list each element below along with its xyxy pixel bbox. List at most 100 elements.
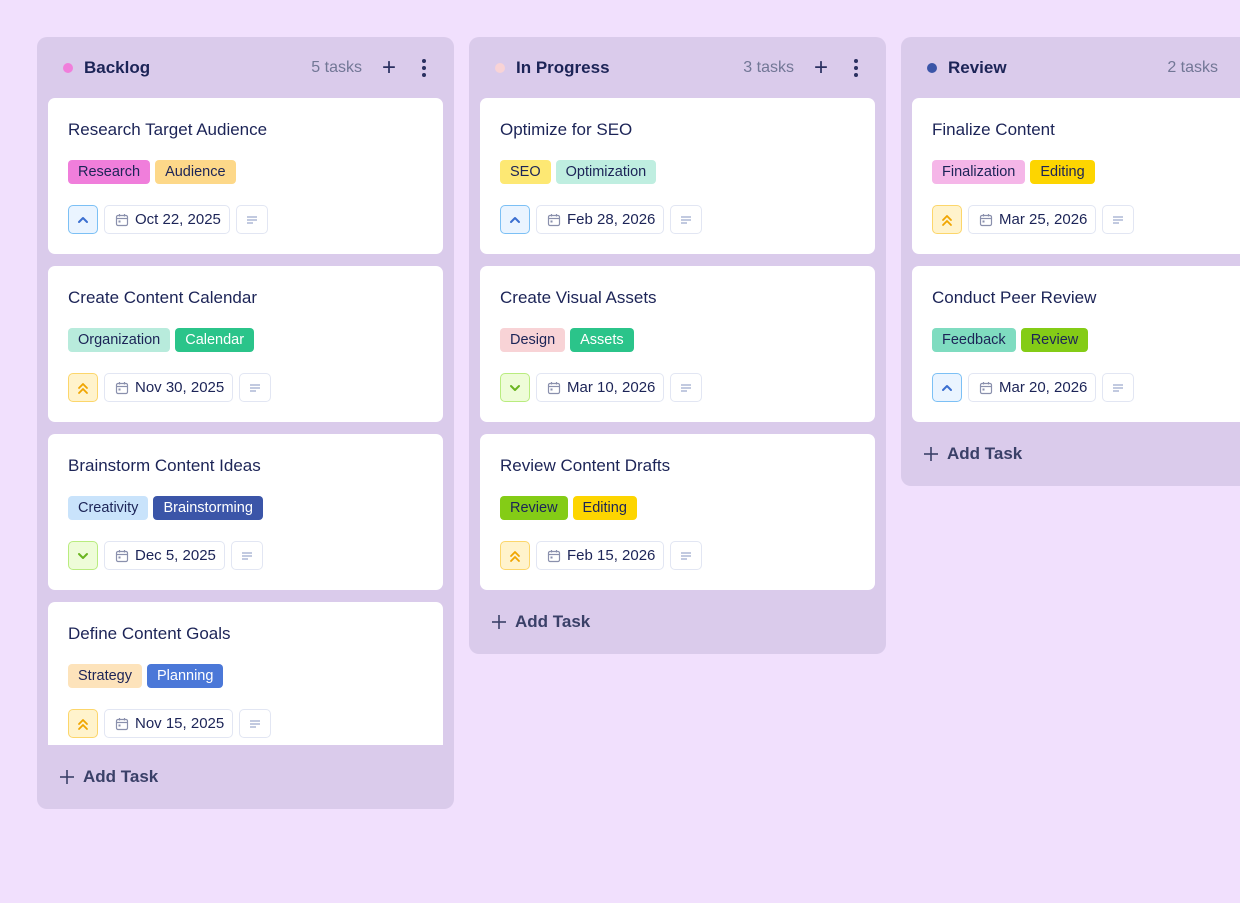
text-lines-icon xyxy=(681,215,692,224)
tag-list: Feedback Review xyxy=(932,328,1220,352)
add-task-button[interactable]: Add Task xyxy=(901,422,1240,486)
priority-button[interactable] xyxy=(932,373,962,402)
calendar-icon xyxy=(115,717,129,730)
task-title: Finalize Content xyxy=(932,120,1055,139)
tag-list: SEO Optimization xyxy=(500,160,855,184)
tag: Calendar xyxy=(175,328,255,352)
more-options-icon[interactable] xyxy=(852,58,860,77)
description-button[interactable] xyxy=(239,709,272,738)
text-lines-icon xyxy=(681,551,692,560)
card-footer: Mar 20, 2026 xyxy=(932,373,1220,402)
add-task-icon[interactable]: + xyxy=(381,53,396,81)
task-card[interactable]: Conduct Peer Review Feedback Review Mar 2… xyxy=(912,266,1240,422)
double-chevron-up-icon xyxy=(78,382,88,394)
card-footer: Dec 5, 2025 xyxy=(68,541,423,570)
text-lines-icon xyxy=(1113,383,1124,392)
text-lines-icon xyxy=(246,215,257,224)
task-card[interactable]: Define Content Goals Strategy Planning No… xyxy=(48,602,443,745)
priority-button[interactable] xyxy=(68,541,98,570)
task-card[interactable]: Review Content Drafts Review Editing Feb … xyxy=(480,434,875,590)
task-list[interactable]: Finalize Content Finalization Editing Mar… xyxy=(901,98,1240,422)
tag: Planning xyxy=(147,664,224,688)
chevron-down-icon xyxy=(78,552,88,559)
tag: Finalization xyxy=(932,160,1026,184)
text-lines-icon xyxy=(250,719,261,728)
priority-button[interactable] xyxy=(68,373,98,402)
description-button[interactable] xyxy=(230,541,263,570)
due-date-button[interactable]: Nov 30, 2025 xyxy=(104,373,234,402)
chevron-up-icon xyxy=(942,384,952,391)
task-title: Conduct Peer Review xyxy=(932,288,1097,307)
tag: Organization xyxy=(68,328,171,352)
task-title: Optimize for SEO xyxy=(500,120,633,139)
priority-button[interactable] xyxy=(500,373,530,402)
text-lines-icon xyxy=(1113,215,1124,224)
due-date-button[interactable]: Nov 15, 2025 xyxy=(104,709,234,738)
column-title: Review xyxy=(948,57,1007,77)
description-button[interactable] xyxy=(670,373,703,402)
tag-list: Design Assets xyxy=(500,328,855,352)
calendar-icon xyxy=(115,549,129,562)
more-options-icon[interactable] xyxy=(420,58,428,77)
tag-list: Research Audience xyxy=(68,160,423,184)
column-header: Backlog 5 tasks + xyxy=(37,37,454,98)
due-date-button[interactable]: Oct 22, 2025 xyxy=(104,205,230,234)
task-title: Define Content Goals xyxy=(68,624,231,643)
task-card[interactable]: Create Content Calendar Organization Cale… xyxy=(48,266,443,422)
due-date: Dec 5, 2025 xyxy=(135,547,216,564)
due-date: Feb 28, 2026 xyxy=(567,211,656,228)
card-footer: Feb 15, 2026 xyxy=(500,541,855,570)
calendar-icon xyxy=(547,213,561,226)
priority-button[interactable] xyxy=(68,205,98,234)
priority-button[interactable] xyxy=(500,541,530,570)
tag-list: Organization Calendar xyxy=(68,328,423,352)
description-button[interactable] xyxy=(1102,205,1135,234)
description-button[interactable] xyxy=(235,205,268,234)
priority-button[interactable] xyxy=(500,205,530,234)
card-footer: Feb 28, 2026 xyxy=(500,205,855,234)
chevron-up-icon xyxy=(78,216,88,223)
status-dot xyxy=(927,62,937,73)
tag: Assets xyxy=(570,328,634,352)
task-card[interactable]: Brainstorm Content Ideas Creativity Brain… xyxy=(48,434,443,590)
add-task-button[interactable]: Add Task xyxy=(469,590,886,654)
due-date-button[interactable]: Feb 15, 2026 xyxy=(536,541,665,570)
due-date-button[interactable]: Mar 10, 2026 xyxy=(536,373,665,402)
task-card[interactable]: Finalize Content Finalization Editing Mar… xyxy=(912,98,1240,254)
column-in-progress: In Progress 3 tasks + Optimize for SEO S… xyxy=(469,37,886,654)
calendar-icon xyxy=(979,213,993,226)
card-footer: Nov 15, 2025 xyxy=(68,709,423,738)
task-card[interactable]: Research Target Audience Research Audienc… xyxy=(48,98,443,254)
text-lines-icon xyxy=(681,383,692,392)
add-task-button[interactable]: Add Task xyxy=(37,745,454,809)
column-header: Review 2 tasks xyxy=(901,37,1240,98)
calendar-icon xyxy=(115,381,129,394)
description-button[interactable] xyxy=(1102,373,1135,402)
priority-button[interactable] xyxy=(932,205,962,234)
task-card[interactable]: Optimize for SEO SEO Optimization Feb 28,… xyxy=(480,98,875,254)
tag: Review xyxy=(500,496,568,520)
calendar-icon xyxy=(115,213,129,226)
due-date-button[interactable]: Dec 5, 2025 xyxy=(104,541,225,570)
priority-button[interactable] xyxy=(68,709,98,738)
due-date-button[interactable]: Mar 20, 2026 xyxy=(968,373,1097,402)
plus-icon xyxy=(60,770,74,784)
task-count: 2 tasks xyxy=(1167,58,1218,76)
chevron-down-icon xyxy=(510,384,520,391)
chevron-up-icon xyxy=(510,216,520,223)
tag: Feedback xyxy=(932,328,1016,352)
task-card[interactable]: Create Visual Assets Design Assets Mar 10… xyxy=(480,266,875,422)
calendar-icon xyxy=(979,381,993,394)
description-button[interactable] xyxy=(670,541,703,570)
due-date-button[interactable]: Feb 28, 2026 xyxy=(536,205,665,234)
task-list[interactable]: Research Target Audience Research Audienc… xyxy=(37,98,454,745)
description-button[interactable] xyxy=(239,373,272,402)
due-date-button[interactable]: Mar 25, 2026 xyxy=(968,205,1097,234)
column-backlog: Backlog 5 tasks + Research Target Audien… xyxy=(37,37,454,809)
due-date: Mar 25, 2026 xyxy=(999,211,1088,228)
description-button[interactable] xyxy=(670,205,703,234)
add-task-label: Add Task xyxy=(947,444,1023,463)
add-task-icon[interactable]: + xyxy=(813,53,828,81)
text-lines-icon xyxy=(241,551,252,560)
task-list[interactable]: Optimize for SEO SEO Optimization Feb 28,… xyxy=(469,98,886,590)
